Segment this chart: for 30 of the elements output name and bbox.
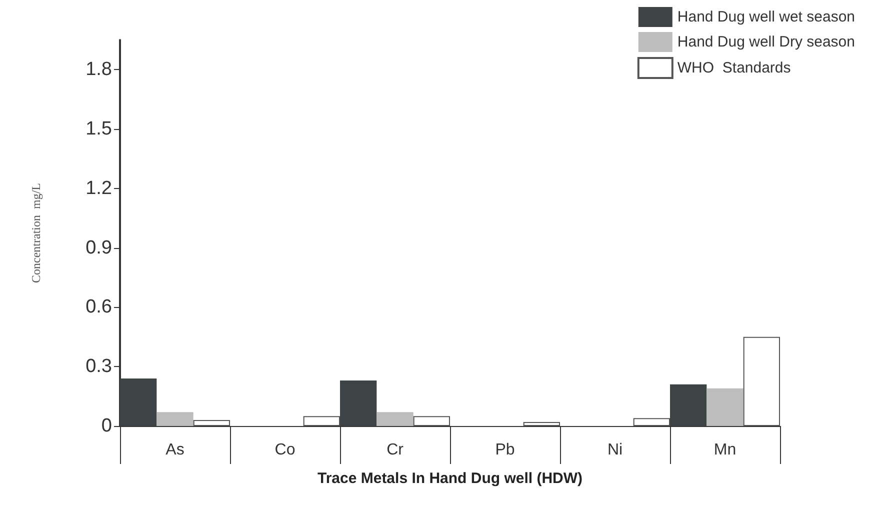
legend-label: Hand Dug well wet season: [677, 8, 856, 26]
legend-label: Hand Dug well Dry season: [677, 34, 855, 50]
bar: [413, 416, 450, 426]
bar: [120, 378, 157, 426]
bar: [743, 336, 780, 426]
x-axis-title: Trace Metals In Hand Dug well (HDW): [317, 470, 583, 487]
bar: [376, 412, 414, 426]
y-tick-label: 1.5: [86, 118, 112, 140]
bar: [670, 384, 707, 426]
x-tick-label: Ni: [607, 442, 623, 458]
bar: [340, 380, 377, 426]
legend-label: WHO Standards: [677, 60, 791, 76]
bar: [193, 420, 230, 426]
y-tick-label: 0.6: [86, 296, 112, 318]
bar: [303, 416, 340, 426]
bar: [156, 412, 194, 426]
bar: [706, 388, 744, 426]
x-tick-label: Pb: [495, 442, 515, 458]
x-tick-label: Cr: [386, 442, 404, 458]
y-tick-label: 1.8: [86, 59, 112, 80]
bar: [523, 422, 560, 426]
y-axis-title: Concentration mg/L: [29, 183, 43, 283]
y-tick-label: 1.2: [86, 178, 112, 199]
x-tick-label: Mn: [714, 442, 736, 458]
y-tick-label: 0: [101, 416, 112, 436]
y-tick-label: 0.3: [86, 356, 112, 378]
x-tick-label: Co: [274, 442, 296, 458]
y-tick-label: 0.9: [86, 237, 112, 258]
x-tick-label: As: [166, 442, 184, 458]
bar: [633, 418, 670, 426]
